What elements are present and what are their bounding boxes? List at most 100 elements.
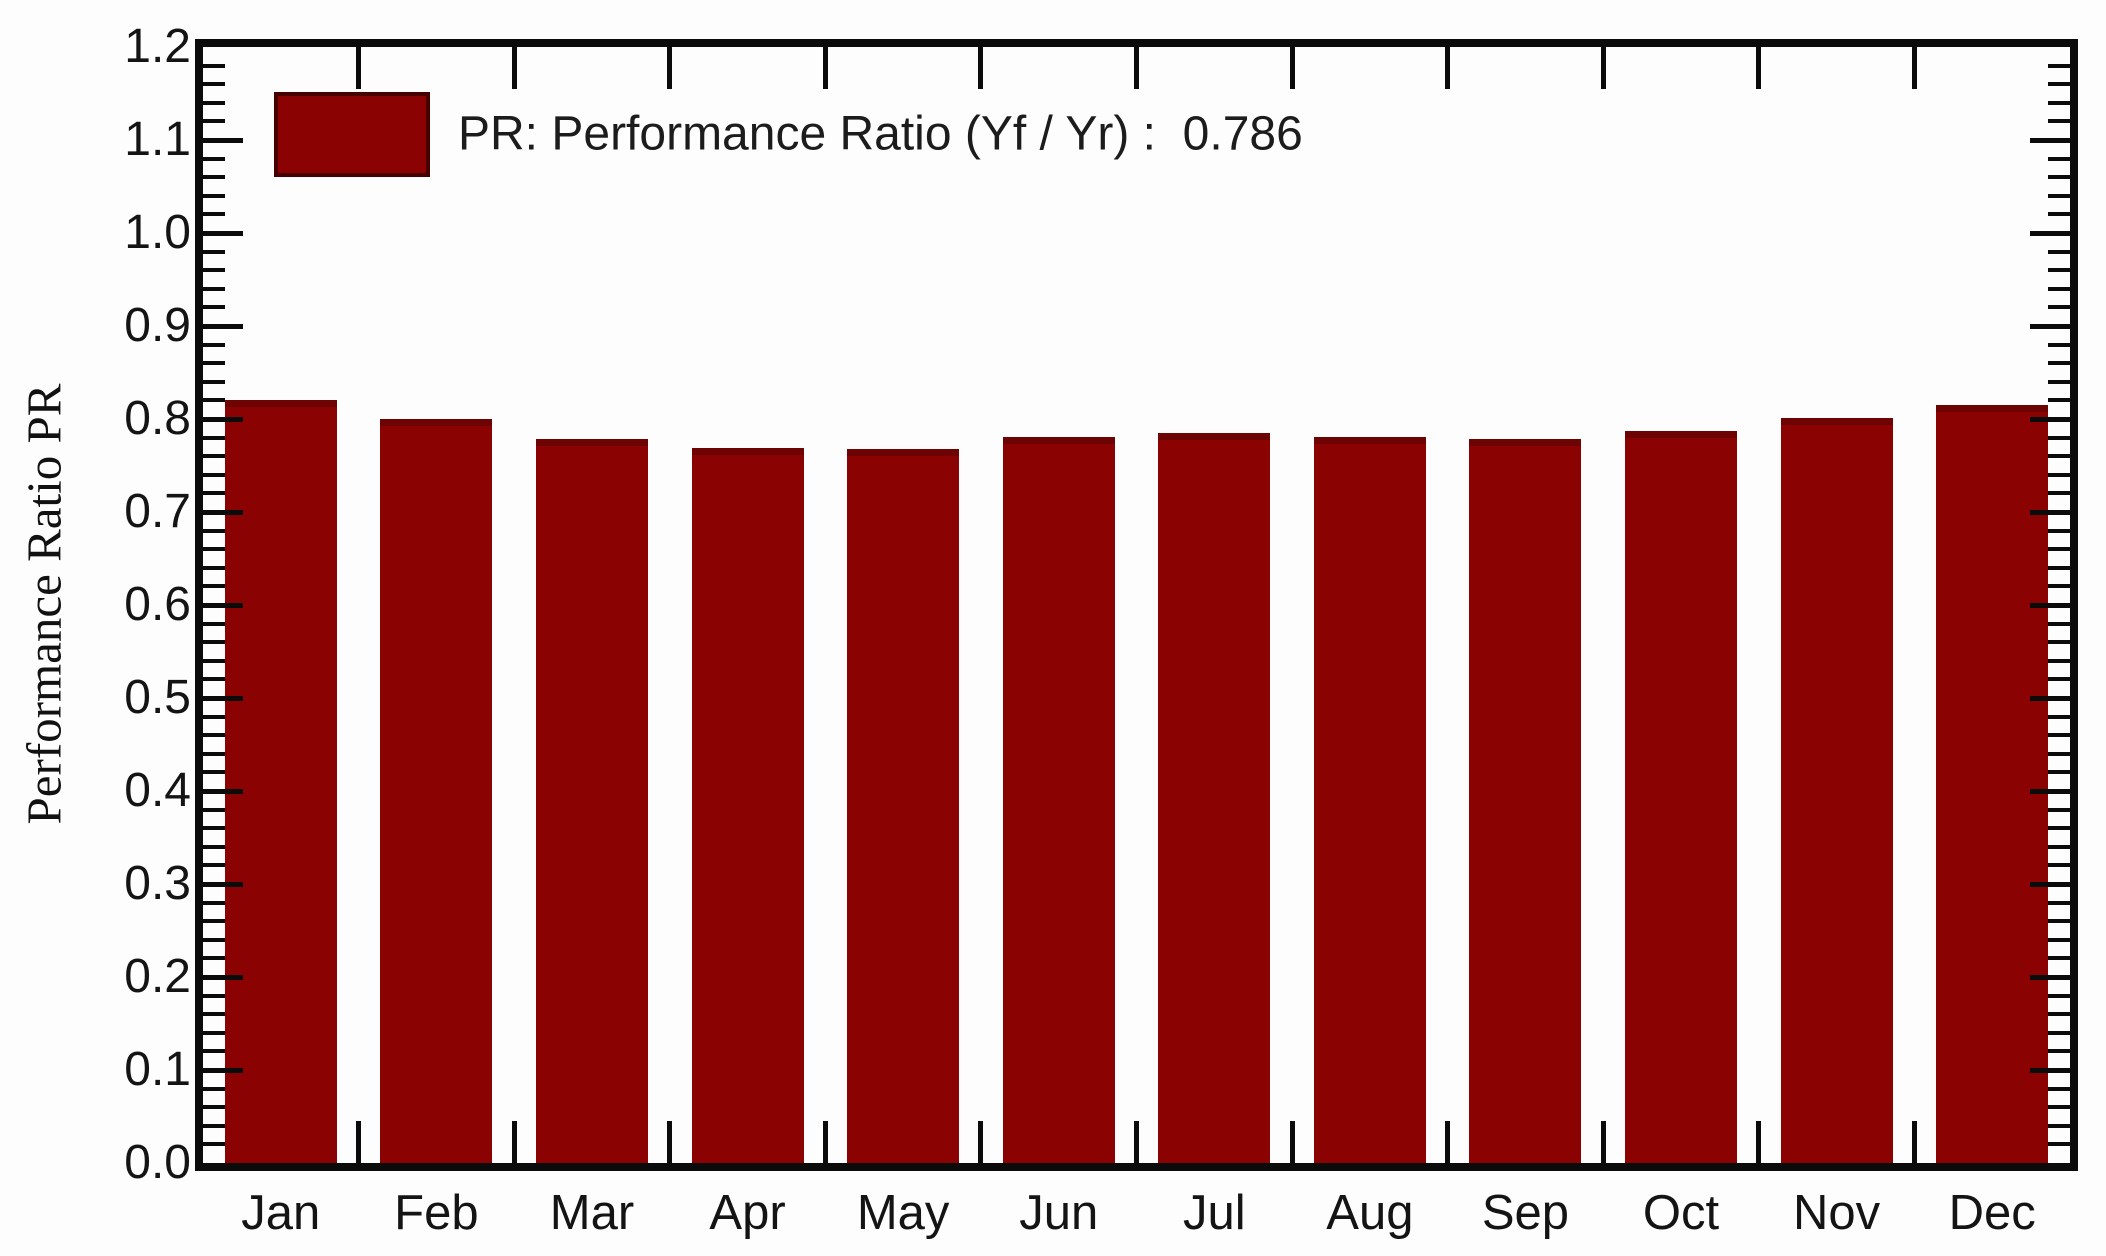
y-minor-tick [2048,1086,2070,1091]
y-minor-tick [2048,175,2070,180]
y-minor-tick [2048,807,2070,812]
y-minor-tick [2048,528,2070,533]
x-tick-top [511,47,517,89]
y-minor-tick [203,268,225,273]
y-minor-tick [203,993,225,998]
x-tick-top [667,47,673,89]
y-minor-tick [203,249,225,254]
y-minor-tick [203,528,225,533]
y-minor-tick [2048,286,2070,291]
x-tick-bottom [1289,1121,1295,1163]
y-major-tick [2030,788,2070,794]
y-minor-tick [2048,751,2070,756]
y-minor-tick [203,398,225,403]
y-minor-tick [203,1012,225,1017]
y-minor-tick [203,286,225,291]
bar-mar [535,439,648,1163]
y-minor-tick [203,472,225,477]
x-tick-top [1445,47,1451,89]
y-minor-tick [203,770,225,775]
x-tick-label-dec: Dec [1948,1186,2036,1240]
y-minor-tick [2048,1142,2070,1147]
y-tick-label: 0.8 [124,392,191,445]
y-minor-tick [203,956,225,961]
bar-sep [1469,439,1582,1163]
y-minor-tick [203,156,225,161]
y-major-tick [2030,602,2070,608]
x-tick-bottom [822,1121,828,1163]
y-tick-label: 1.0 [124,206,191,259]
y-minor-tick [2048,454,2070,459]
bar-nov [1780,418,1893,1163]
y-major-tick [2030,1067,2070,1073]
y-minor-tick [2048,640,2070,645]
x-tick-top [1289,47,1295,89]
y-minor-tick [2048,733,2070,738]
y-minor-tick [203,361,225,366]
y-minor-tick [203,547,225,552]
y-minor-tick [203,435,225,440]
y-minor-tick [2048,900,2070,905]
y-minor-tick [203,82,225,87]
y-major-tick [203,602,243,608]
y-minor-tick [203,379,225,384]
y-minor-tick [2048,547,2070,552]
bar-jul [1158,432,1271,1163]
y-minor-tick [203,733,225,738]
y-minor-tick [2048,100,2070,105]
y-major-tick [203,137,243,143]
bar-dec [1936,405,2049,1163]
y-minor-tick [203,658,225,663]
x-tick-top [978,47,984,89]
y-minor-tick [2048,472,2070,477]
legend-swatch [274,92,430,177]
x-tick-label-jul: Jul [1182,1186,1246,1240]
bar-feb [380,419,493,1163]
y-minor-tick [203,1030,225,1035]
y-minor-tick [2048,119,2070,124]
y-tick-label: 0.4 [124,764,191,817]
y-major-tick [2030,695,2070,701]
y-minor-tick [203,677,225,682]
y-tick-label: 1.2 [124,20,191,73]
x-tick-bottom [356,1121,362,1163]
y-minor-tick [2048,770,2070,775]
y-major-tick [203,416,243,422]
y-major-tick [2030,323,2070,329]
x-tick-bottom [511,1121,517,1163]
y-minor-tick [203,193,225,198]
y-minor-tick [2048,919,2070,924]
y-minor-tick [2048,844,2070,849]
x-tick-label-may: May [856,1186,950,1240]
y-minor-tick [2048,937,2070,942]
x-tick-bottom [1756,1121,1762,1163]
y-minor-tick [203,565,225,570]
y-minor-tick [203,919,225,924]
bar-oct [1625,431,1738,1163]
bar-apr [691,447,804,1163]
y-minor-tick [2048,993,2070,998]
y-minor-tick [203,63,225,68]
y-minor-tick [203,714,225,719]
y-minor-tick [203,826,225,831]
y-major-tick [203,1067,243,1073]
y-minor-tick [2048,863,2070,868]
x-tick-bottom [978,1121,984,1163]
y-tick-label: 0.6 [124,578,191,631]
y-minor-tick [203,454,225,459]
y-minor-tick [203,100,225,105]
x-tick-bottom [1911,1121,1917,1163]
x-tick-bottom [1445,1121,1451,1163]
plot-frame [195,39,2078,1171]
y-minor-tick [2048,193,2070,198]
y-major-tick [2030,230,2070,236]
y-minor-tick [2048,398,2070,403]
y-minor-tick [2048,826,2070,831]
y-tick-label: 0.2 [124,950,191,1003]
y-minor-tick [2048,268,2070,273]
x-tick-label-oct: Oct [1642,1186,1720,1240]
x-tick-top [822,47,828,89]
x-tick-label-jan: Jan [241,1186,321,1240]
